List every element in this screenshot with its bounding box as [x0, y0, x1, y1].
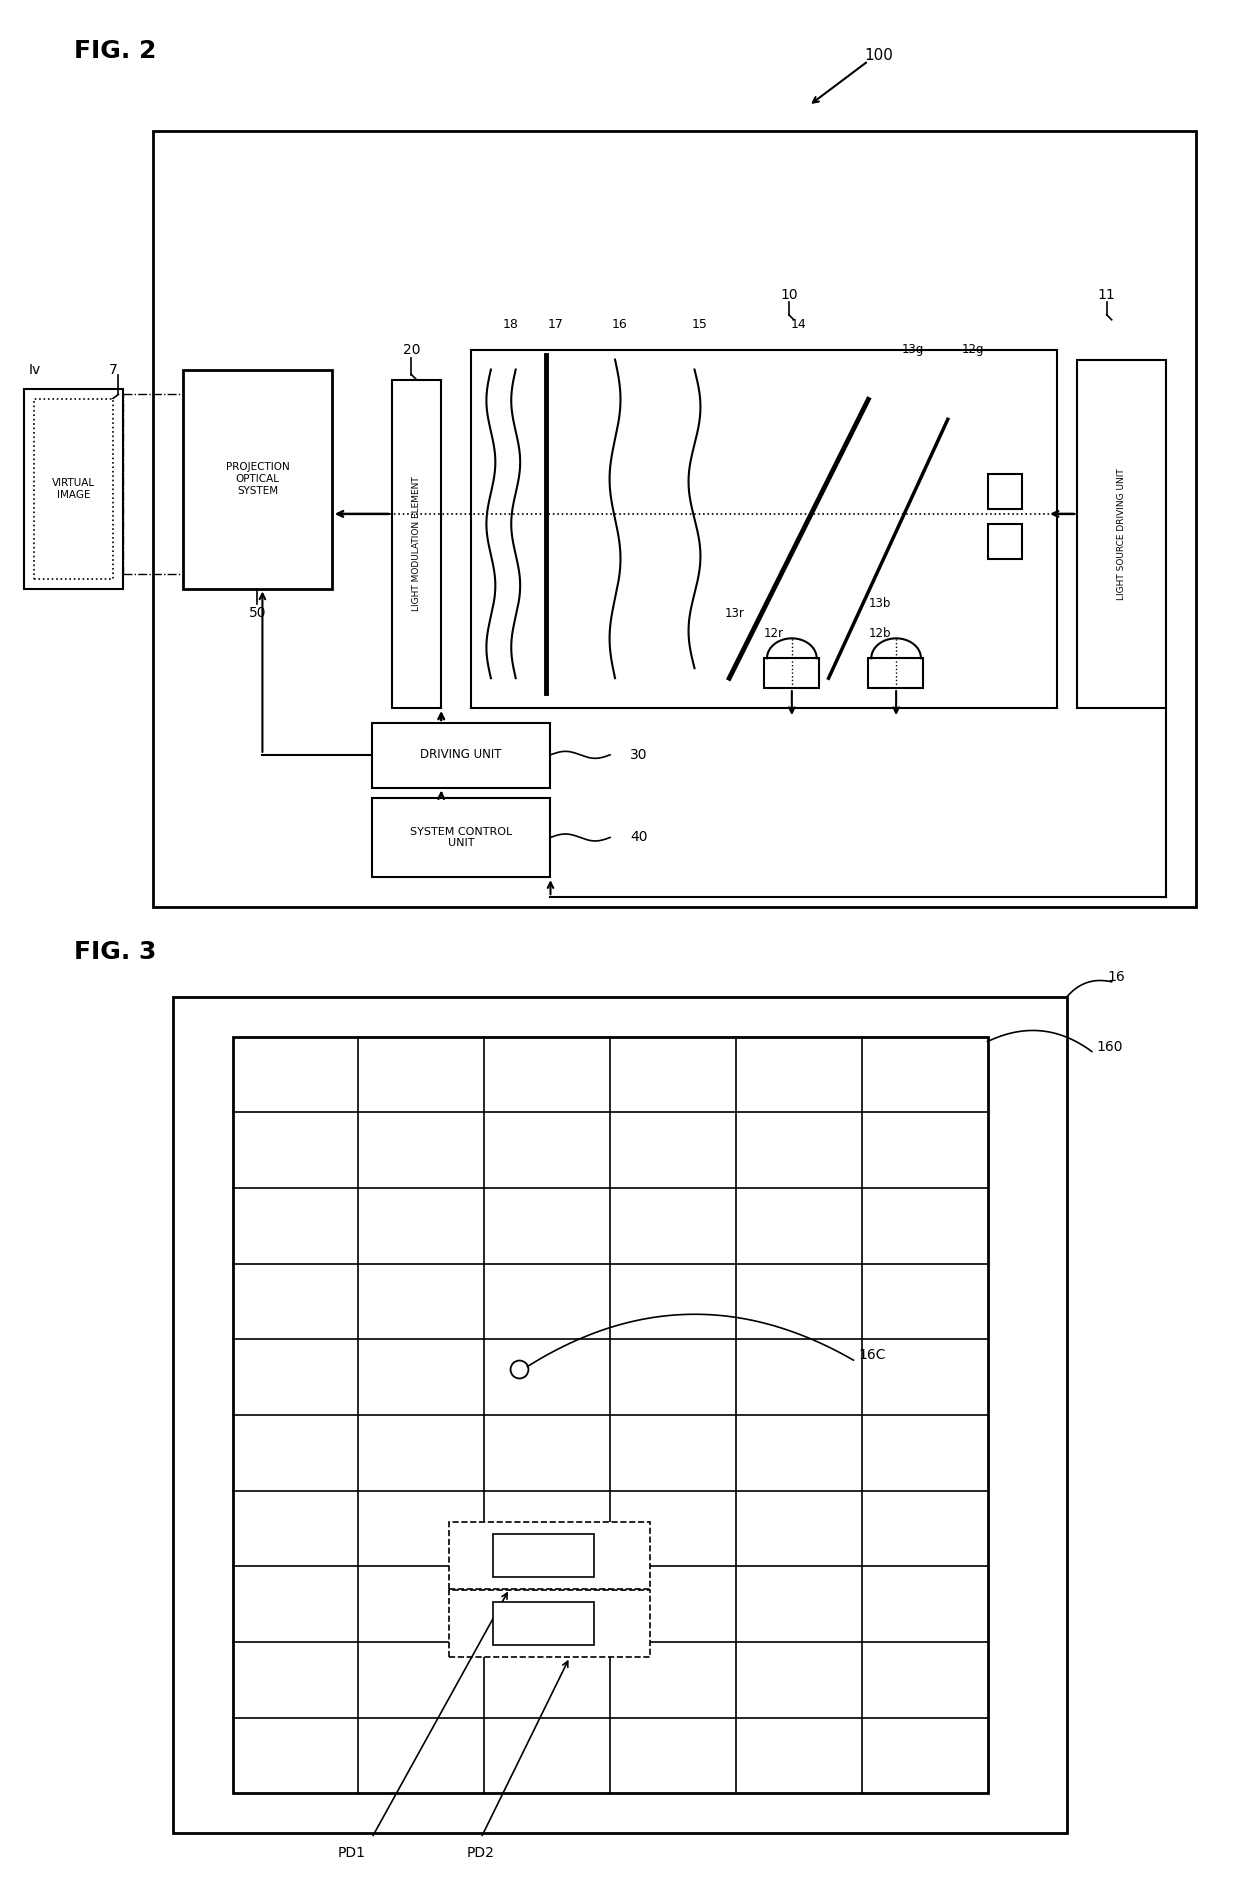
Text: 13r: 13r: [724, 608, 744, 621]
Text: 18: 18: [502, 319, 518, 332]
Text: PD2: PD2: [467, 1845, 495, 1861]
Text: 50: 50: [249, 606, 267, 621]
Bar: [987, 474, 1022, 509]
Bar: [392, 379, 441, 708]
Text: 10: 10: [780, 289, 797, 302]
Bar: [987, 525, 1022, 559]
Text: PD1: PD1: [337, 1845, 366, 1861]
Text: FIG. 2: FIG. 2: [73, 40, 156, 62]
Bar: [449, 1523, 650, 1589]
Text: 16: 16: [613, 319, 627, 332]
Bar: [33, 400, 113, 579]
Text: 13g: 13g: [901, 343, 924, 357]
Text: 40: 40: [630, 830, 647, 845]
Text: 16C: 16C: [858, 1347, 885, 1362]
Text: 7: 7: [108, 362, 118, 377]
Text: 17: 17: [548, 319, 563, 332]
Text: FIG. 3: FIG. 3: [73, 940, 156, 964]
Bar: [154, 130, 1197, 908]
Text: 15: 15: [692, 319, 707, 332]
Bar: [233, 1036, 987, 1793]
Text: 30: 30: [630, 747, 647, 762]
Bar: [471, 349, 1056, 708]
Bar: [764, 659, 818, 689]
Text: 12g: 12g: [961, 343, 983, 357]
Bar: [494, 1602, 594, 1645]
Bar: [494, 1534, 594, 1578]
Text: 14: 14: [791, 319, 807, 332]
Bar: [184, 370, 332, 589]
Bar: [372, 723, 551, 787]
Text: SYSTEM CONTROL
UNIT: SYSTEM CONTROL UNIT: [410, 827, 512, 849]
Bar: [449, 1591, 650, 1657]
Bar: [372, 798, 551, 877]
Text: LIGHT SOURCE DRIVING UNIT: LIGHT SOURCE DRIVING UNIT: [1117, 468, 1126, 600]
Bar: [24, 389, 123, 589]
Text: 13b: 13b: [868, 596, 890, 610]
Text: DRIVING UNIT: DRIVING UNIT: [420, 749, 502, 760]
Text: 16: 16: [1107, 970, 1126, 983]
Text: 12r: 12r: [764, 626, 784, 640]
Bar: [174, 996, 1066, 1832]
Text: 12b: 12b: [868, 626, 890, 640]
Text: 11: 11: [1097, 289, 1116, 302]
Text: VIRTUAL
IMAGE: VIRTUAL IMAGE: [52, 477, 95, 500]
Bar: [868, 659, 923, 689]
Text: 160: 160: [1096, 1040, 1123, 1053]
Text: LIGHT MODULATION ELEMENT: LIGHT MODULATION ELEMENT: [412, 476, 420, 611]
Text: 100: 100: [864, 49, 893, 64]
Text: PROJECTION
OPTICAL
SYSTEM: PROJECTION OPTICAL SYSTEM: [226, 462, 289, 496]
Text: 20: 20: [403, 343, 420, 357]
Text: Iv: Iv: [29, 362, 41, 377]
Bar: [1076, 360, 1167, 708]
